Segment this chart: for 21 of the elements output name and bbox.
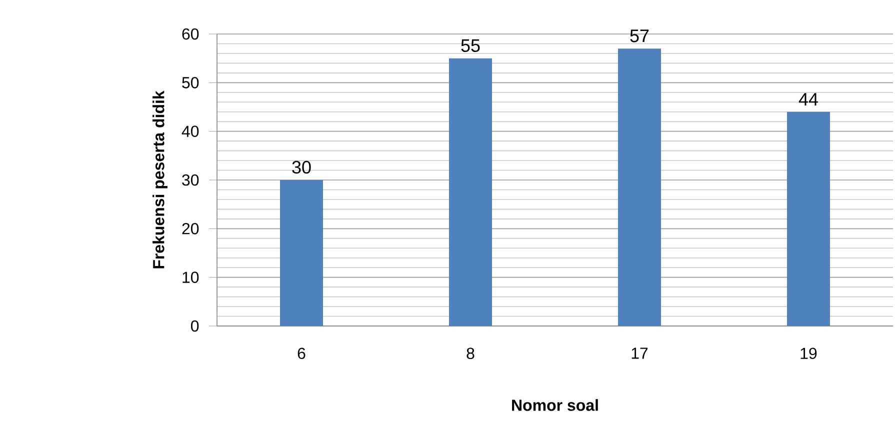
y-tick-label: 60 [182, 28, 199, 40]
bar [618, 48, 661, 326]
y-tick-label: 30 [182, 174, 199, 186]
x-tick-label: 17 [632, 348, 648, 359]
x-axis-title: Nomor soal [512, 399, 598, 411]
x-tick-label: 8 [466, 348, 474, 360]
y-tick-label: 0 [191, 320, 199, 332]
bar [280, 180, 324, 326]
y-tick-label: 50 [182, 77, 199, 88]
y-tick-label: 10 [182, 272, 199, 283]
y-tick-label: 40 [182, 126, 199, 137]
bar [786, 112, 830, 326]
data-label: 55 [461, 39, 480, 52]
y-tick-label: 20 [182, 223, 199, 234]
data-label: 30 [292, 160, 311, 174]
bar [448, 58, 492, 326]
data-label: 57 [630, 30, 649, 42]
y-axis-title: Frekuensi peserta didik [152, 90, 168, 268]
x-tick-label: 6 [298, 348, 306, 360]
data-label: 44 [798, 93, 818, 106]
x-tick-label: 19 [800, 348, 817, 360]
